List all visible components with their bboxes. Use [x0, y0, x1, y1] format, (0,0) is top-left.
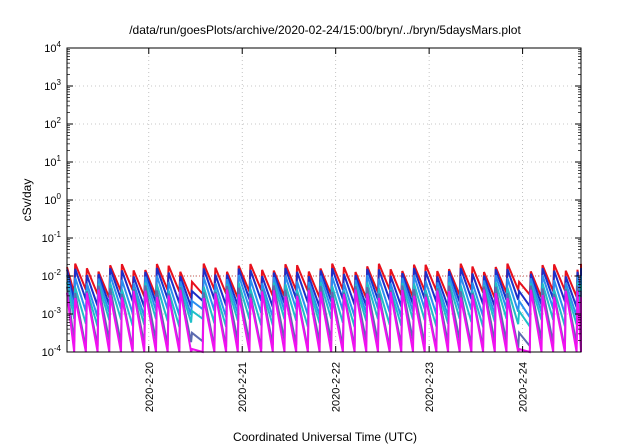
y-tick-label: 10-4 [42, 344, 62, 359]
y-tick-label: 103 [44, 78, 61, 93]
chart-title: /data/run/goesPlots/archive/2020-02-24/1… [129, 23, 521, 37]
x-tick-label: 2020-2-20 [144, 362, 156, 412]
y-axis: 10-4 10-3 10-2 10-1 100 101 102 103 104 [42, 40, 581, 359]
series-group [66, 263, 582, 354]
y-tick-label: 104 [44, 40, 61, 55]
y-tick-label: 101 [44, 154, 61, 169]
y-tick-label: 102 [44, 116, 61, 131]
x-tick-label: 2020-2-21 [237, 362, 249, 412]
y-tick-label: 100 [44, 192, 61, 207]
x-tick-label: 2020-2-24 [518, 362, 530, 412]
x-axis: 2020-2-20 2020-2-21 2020-2-22 2020-2-23 2020… [144, 48, 530, 412]
y-tick-label: 10-2 [42, 268, 62, 283]
x-axis-label: Coordinated Universal Time (UTC) [233, 430, 417, 444]
x-tick-label: 2020-2-22 [331, 362, 343, 412]
y-tick-label: 10-1 [42, 230, 62, 245]
series-line-6 [66, 289, 582, 354]
x-tick-label: 2020-2-23 [424, 362, 436, 412]
y-tick-label: 10-3 [42, 306, 62, 321]
y-axis-label: cSv/day [20, 179, 34, 222]
